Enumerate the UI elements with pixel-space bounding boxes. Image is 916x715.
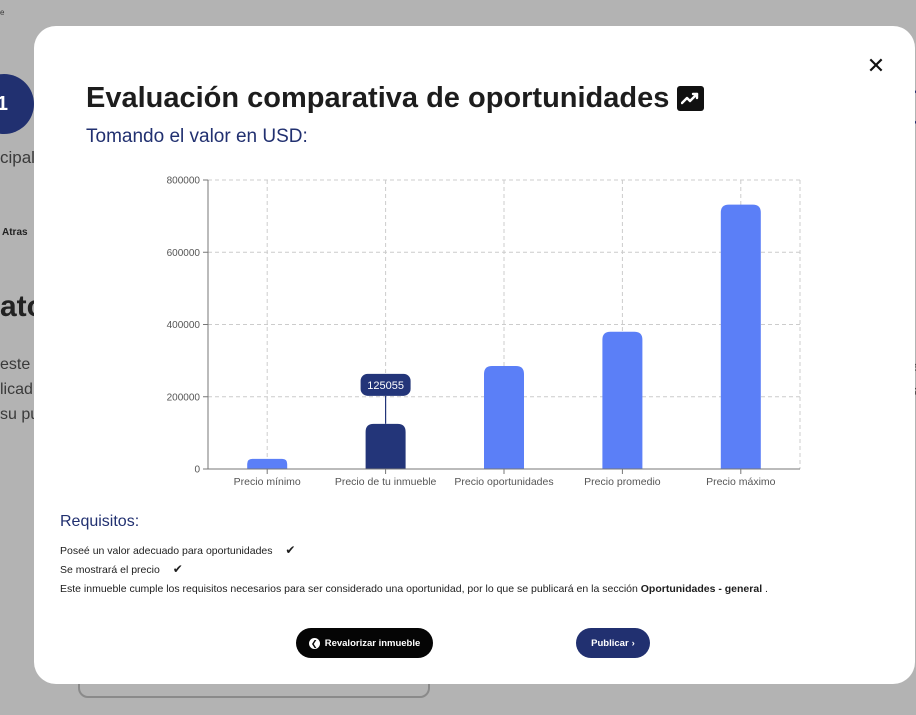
note-prefix: Este inmueble cumple los requisitos nece… (60, 583, 641, 595)
close-icon[interactable]: ✕ (866, 53, 886, 78)
circle-arrow-left-icon: ❮ (308, 637, 320, 649)
bar (247, 458, 288, 469)
tooltip-box (360, 373, 411, 396)
requirements-title: Requisitos: (60, 513, 140, 530)
requirement-label: Poseé un valor adecuado para oportunidad… (60, 545, 273, 557)
modal-subtitle: Tomando el valor en USD: (86, 126, 308, 147)
modal-title-text: Evaluación comparativa de oportunidades (86, 82, 670, 114)
publish-button[interactable]: Publicar › (576, 628, 650, 658)
bar (484, 366, 524, 469)
note-section: Oportunidades - general (640, 583, 763, 595)
chevron-right-icon: › (631, 637, 635, 649)
revalue-button[interactable]: ❮ Revalorizar inmueble (296, 628, 433, 658)
x-tick-label: Precio mínimo (234, 476, 301, 488)
step-number: 1 (0, 92, 8, 115)
trending-up-icon (677, 86, 705, 111)
back-link[interactable]: Atras (2, 227, 28, 238)
comparison-bar-chart: 0 200000 400000 600000 800000 Precio mínimo Pr… (167, 176, 801, 488)
y-tick-label: 400000 (167, 320, 201, 331)
x-tick-label: Precio máximo (706, 476, 776, 488)
x-tick-label: Precio oportunidades (454, 476, 553, 488)
tooltip-value: 125055 (367, 380, 404, 392)
x-tick-label: Precio de tu inmueble (335, 476, 437, 488)
check-icon: ✔ (172, 562, 183, 576)
requirement-item: Poseé un valor adecuado para oportunidad… (60, 543, 295, 557)
bar (602, 331, 643, 469)
check-icon: ✔ (285, 543, 296, 557)
x-tick-label: Precio promedio (584, 476, 661, 488)
step-circle: 1 (0, 74, 34, 134)
y-tick-label: 200000 (167, 392, 201, 403)
comparison-modal: ✕ Evaluación comparativa de oportunidade… (34, 26, 915, 684)
background-para-line: su pu (0, 406, 40, 423)
background-tiny-text: e (0, 8, 5, 17)
background-paragraph: este s licad su pu (0, 352, 43, 427)
background-para-line: licad (0, 381, 33, 398)
background-para-line: este s (0, 356, 43, 373)
revalue-button-label: Revalorizar inmueble (324, 637, 421, 649)
modal-title: Evaluación comparativa de oportunidades (86, 82, 705, 115)
note-suffix: . (762, 583, 768, 595)
bar (365, 423, 406, 469)
requirement-item: Se mostrará el precio ✔ (60, 562, 183, 576)
y-tick-label: 800000 (167, 176, 201, 187)
bar (720, 204, 761, 469)
requirement-label: Se mostrará el precio (60, 564, 160, 576)
requirements-note: Este inmueble cumple los requisitos nece… (60, 583, 768, 595)
publish-button-label: Publicar (591, 637, 629, 649)
step-label: cipale (0, 148, 45, 167)
y-tick-label: 600000 (167, 248, 201, 259)
y-tick-label: 0 (194, 465, 200, 476)
